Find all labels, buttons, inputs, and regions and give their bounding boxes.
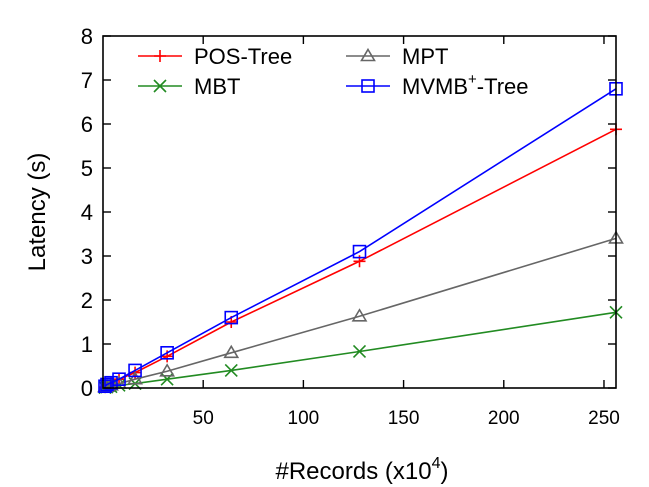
chart-ticks: 0 1 2 3 4 5 6 7 8 50 100 150 200 250	[81, 24, 620, 429]
x-axis-title-superscript: 4	[432, 455, 441, 472]
legend-marker-mvmb-tree	[361, 79, 375, 93]
legend-label-end: -Tree	[477, 74, 529, 99]
x-axis-title-end: )	[440, 458, 448, 485]
x-tick-label: 100	[288, 408, 320, 429]
data-point-mbt	[352, 344, 367, 359]
series-line-mvmb-tree	[104, 88, 617, 387]
y-tick-label: 6	[81, 112, 93, 137]
data-point-mvmb-tree	[112, 372, 126, 387]
data-point-mvmb-tree	[352, 244, 367, 259]
x-axis-title-main: #Records (x10	[276, 458, 432, 485]
legend-label-main: POS-Tree	[194, 44, 292, 69]
legend-label-mvmb-tree: MVMB+-Tree	[402, 71, 529, 99]
legend-label-superscript: +	[468, 71, 477, 88]
y-tick-label: 4	[81, 200, 93, 225]
plot-frame	[102, 35, 617, 389]
x-axis-title: #Records (x104)	[276, 455, 449, 485]
legend-label-main: MPT	[402, 44, 448, 69]
data-point-mvmb-tree	[160, 345, 174, 360]
data-point-mpt	[127, 371, 143, 385]
legend: POS-Tree MPT MBT MVMB+-Tree	[138, 44, 529, 99]
x-tick-label: 150	[388, 408, 420, 429]
legend-marker-mbt	[153, 79, 167, 93]
legend-marker-mpt	[360, 47, 376, 62]
data-point-mbt	[224, 363, 238, 377]
y-tick-label: 8	[81, 24, 93, 49]
legend-label-pos-tree: POS-Tree	[194, 44, 292, 69]
y-tick-label: 3	[81, 244, 93, 269]
y-axis-title: Latency (s)	[24, 153, 51, 272]
y-tick-label: 2	[81, 288, 93, 313]
legend-marker-pos-tree	[154, 50, 166, 62]
x-tick-label: 250	[588, 408, 620, 429]
data-point-mvmb-tree	[224, 310, 239, 325]
legend-label-main: MVMB	[402, 74, 468, 99]
x-tick-label: 200	[488, 408, 520, 429]
x-tick-label: 50	[193, 408, 214, 429]
chart-marks	[97, 82, 624, 395]
chart-axes	[102, 35, 617, 389]
data-point-mpt	[159, 363, 176, 377]
y-tick-label: 5	[81, 156, 93, 181]
legend-label-main: MBT	[194, 74, 240, 99]
legend-label-mpt: MPT	[402, 44, 448, 69]
data-point-mpt	[351, 308, 368, 322]
y-tick-label: 7	[81, 68, 93, 93]
data-point-mpt	[223, 344, 240, 359]
y-tick-label: 1	[81, 332, 93, 357]
data-point-mvmb-tree	[128, 363, 142, 378]
y-tick-label: 0	[81, 376, 93, 401]
legend-label-mbt: MBT	[194, 74, 240, 99]
